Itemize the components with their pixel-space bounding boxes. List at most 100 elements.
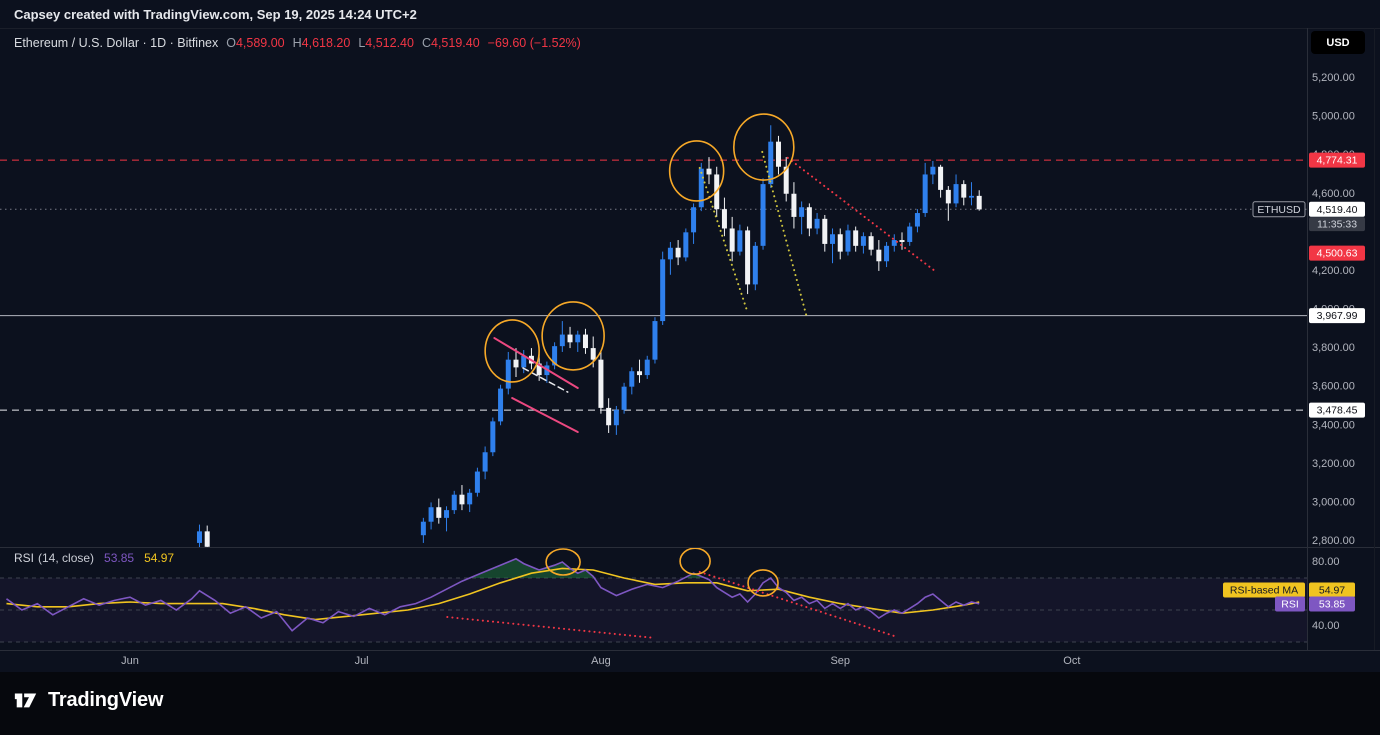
axis-badge	[1275, 596, 1305, 612]
rsi-line	[6, 557, 980, 632]
candle	[428, 507, 434, 522]
price-axis[interactable]: 5,200.005,000.004,800.004,600.004,200.00…	[1312, 72, 1355, 547]
svg-text:4,600.00: 4,600.00	[1312, 188, 1355, 200]
candle	[474, 471, 480, 493]
high-value: 4,618.20	[301, 36, 351, 50]
axis-badge	[1252, 201, 1306, 218]
trend-annotations	[484, 113, 935, 434]
currency-usd-button[interactable]: USD	[1311, 31, 1365, 54]
svg-text:RSI: RSI	[1281, 599, 1299, 611]
svg-text:11:35:33: 11:35:33	[1317, 219, 1357, 231]
candle	[914, 213, 920, 227]
candle	[922, 174, 928, 214]
candle	[729, 228, 735, 252]
attribution-bar	[0, 0, 1380, 28]
candle	[791, 193, 797, 217]
high-label: H	[292, 36, 302, 50]
candle	[629, 371, 635, 387]
candle	[536, 363, 542, 376]
svg-text:2,800.00: 2,800.00	[1312, 535, 1355, 547]
main-pane[interactable]	[0, 113, 1307, 553]
axis-badge	[1309, 582, 1355, 598]
candle	[613, 409, 619, 426]
candle	[760, 184, 766, 246]
svg-text:4,200.00: 4,200.00	[1312, 265, 1355, 277]
candle	[196, 531, 202, 543]
candle	[938, 166, 944, 190]
candle	[853, 230, 859, 246]
candle	[930, 166, 936, 175]
candle	[814, 218, 820, 229]
candle	[706, 168, 712, 175]
candle	[467, 492, 473, 505]
candle	[891, 240, 897, 246]
svg-text:3,478.45: 3,478.45	[1317, 405, 1358, 417]
highlight-circle	[668, 140, 725, 202]
symbol-legend: Ethereum / U.S. Dollar · 1D · Bitfinex O…	[14, 36, 581, 50]
symbol-title[interactable]: Ethereum / U.S. Dollar · 1D · Bitfinex	[14, 36, 219, 50]
svg-text:RSI-based MA: RSI-based MA	[1230, 585, 1298, 597]
candle	[490, 421, 496, 453]
candle	[876, 249, 882, 262]
rsi-legend: RSI (14, close) 53.85 54.97	[14, 551, 174, 565]
open-label: O	[226, 36, 236, 50]
svg-text:3,600.00: 3,600.00	[1312, 381, 1355, 393]
candle	[459, 494, 465, 505]
svg-text:ETHUSD: ETHUSD	[1257, 204, 1301, 216]
candle	[768, 141, 774, 185]
axis-badge	[1309, 596, 1355, 612]
svg-text:Aug: Aug	[591, 655, 611, 667]
svg-text:4,519.40: 4,519.40	[1317, 204, 1358, 216]
candle	[806, 207, 812, 229]
bottom-bar	[0, 672, 1380, 735]
candle	[598, 359, 604, 408]
svg-text:80.00: 80.00	[1312, 556, 1340, 568]
candle	[204, 531, 210, 547]
candle	[976, 195, 982, 210]
candle	[745, 230, 751, 285]
candle	[837, 234, 843, 252]
candle	[907, 226, 913, 242]
highlight-circle	[679, 548, 711, 575]
axis-badge	[1309, 245, 1365, 261]
highlight-circle	[545, 548, 581, 576]
svg-text:Jul: Jul	[355, 655, 369, 667]
candles-layer	[196, 125, 982, 547]
svg-text:3,400.00: 3,400.00	[1312, 419, 1355, 431]
svg-text:40.00: 40.00	[1312, 620, 1340, 632]
candle	[444, 510, 450, 518]
rsi-pane[interactable]	[0, 548, 1307, 643]
candle	[775, 141, 781, 167]
candle	[945, 189, 951, 204]
tradingview-logo-icon	[14, 693, 37, 708]
candle	[590, 348, 596, 360]
time-axis[interactable]: Jun Jul Aug Sep Oct	[121, 655, 1080, 667]
rsi-indicator-title[interactable]: RSI	[14, 551, 35, 565]
candle	[436, 507, 442, 518]
change-value: −69.60 (−1.52%)	[487, 36, 581, 50]
svg-text:53.85: 53.85	[1319, 599, 1345, 611]
highlight-circle	[484, 319, 540, 383]
close-value: 4,519.40	[431, 36, 480, 50]
svg-text:Jun: Jun	[121, 655, 139, 667]
svg-text:3,000.00: 3,000.00	[1312, 496, 1355, 508]
low-value: 4,512.40	[365, 36, 414, 50]
candle	[845, 230, 851, 252]
rsi-axis[interactable]: 80.00 40.00 RSI-based MA 54.97 RSI 53.85	[1223, 556, 1355, 632]
candle	[675, 247, 681, 258]
axis-badge	[1223, 582, 1305, 598]
pane-separators	[0, 28, 1380, 651]
candle	[830, 234, 836, 244]
candle	[968, 195, 974, 198]
candle	[783, 166, 789, 194]
candle	[482, 452, 488, 472]
svg-text:3,800.00: 3,800.00	[1312, 342, 1355, 354]
svg-text:5,000.00: 5,000.00	[1312, 111, 1355, 123]
svg-text:4,500.63: 4,500.63	[1317, 248, 1358, 260]
tradingview-logo[interactable]: TradingView	[13, 687, 163, 713]
candle	[683, 232, 689, 258]
candle	[567, 334, 573, 343]
candle	[868, 236, 874, 250]
axis-badge	[1309, 308, 1365, 324]
